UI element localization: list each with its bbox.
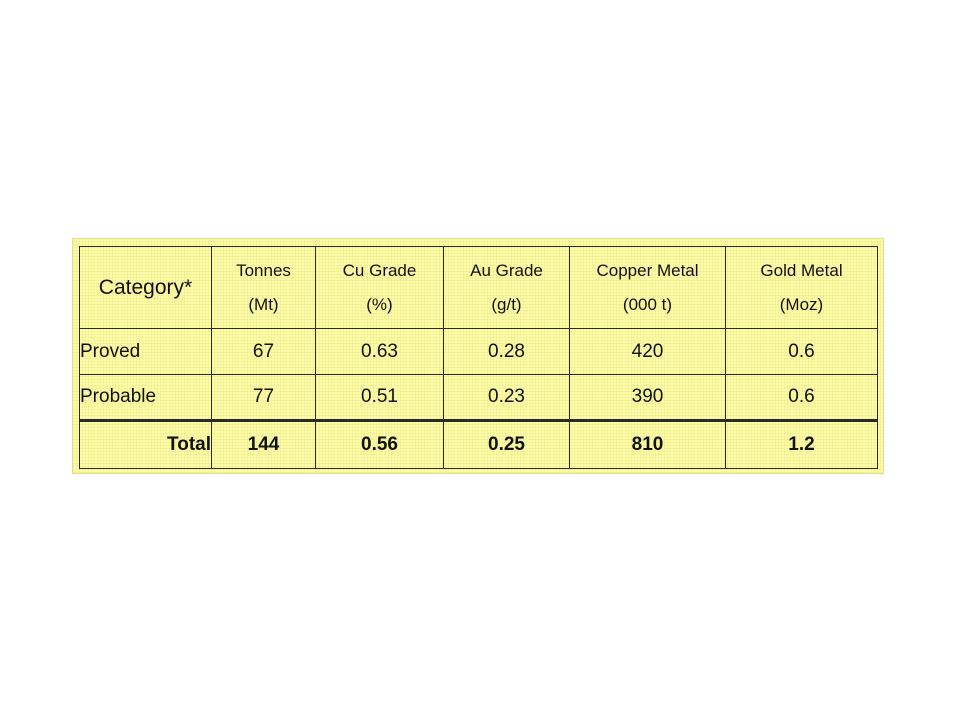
- column-header-unit: (Moz): [779, 294, 824, 314]
- cell-tonnes: 67: [211, 328, 316, 375]
- cell-cu-grade: 0.63: [315, 328, 444, 375]
- cell-gold-metal-total: 1.2: [725, 419, 878, 469]
- column-header-unit: (g/t): [491, 294, 522, 314]
- cell-copper-metal: 390: [569, 374, 726, 421]
- cell-tonnes-total: 144: [211, 419, 316, 469]
- cell-tonnes: 77: [211, 374, 316, 421]
- table-row-proved: Proved 67 0.63 0.28 420 0.6: [79, 328, 878, 375]
- cell-au-grade-total: 0.25: [443, 419, 570, 469]
- column-header-unit: (000 t): [622, 294, 673, 314]
- column-header-unit: (Mt): [248, 294, 279, 314]
- cell-cu-grade-total: 0.56: [315, 419, 444, 469]
- cell-copper-metal-total: 810: [569, 419, 726, 469]
- column-header-gold-metal: Gold Metal (Moz): [725, 246, 878, 329]
- cell-au-grade: 0.28: [443, 328, 570, 375]
- cell-gold-metal: 0.6: [725, 328, 878, 375]
- category-header: Category*: [79, 246, 212, 329]
- reserves-table: Category* Tonnes (Mt) Cu Grade (%) Au Gr…: [79, 246, 878, 469]
- column-header-cu-grade: Cu Grade (%): [315, 246, 444, 329]
- table-row-total: Total 144 0.56 0.25 810 1.2: [79, 419, 878, 469]
- column-header-unit: (%): [366, 294, 393, 314]
- row-category: Proved: [79, 328, 212, 375]
- column-header-name: Au Grade: [470, 260, 543, 280]
- column-header-name: Gold Metal: [760, 260, 843, 280]
- column-header-name: Cu Grade: [342, 260, 417, 280]
- row-category-total: Total: [79, 419, 212, 469]
- cell-cu-grade: 0.51: [315, 374, 444, 421]
- cell-au-grade: 0.23: [443, 374, 570, 421]
- column-header-name: Copper Metal: [596, 260, 699, 280]
- reserves-table-panel: Category* Tonnes (Mt) Cu Grade (%) Au Gr…: [72, 238, 884, 474]
- column-header-copper-metal: Copper Metal (000 t): [569, 246, 726, 329]
- table-header-row: Category* Tonnes (Mt) Cu Grade (%) Au Gr…: [79, 246, 878, 329]
- cell-gold-metal: 0.6: [725, 374, 878, 421]
- cell-copper-metal: 420: [569, 328, 726, 375]
- table-row-probable: Probable 77 0.51 0.23 390 0.6: [79, 374, 878, 421]
- column-header-tonnes: Tonnes (Mt): [211, 246, 316, 329]
- column-header-name: Tonnes: [236, 260, 291, 280]
- row-category: Probable: [79, 374, 212, 421]
- column-header-au-grade: Au Grade (g/t): [443, 246, 570, 329]
